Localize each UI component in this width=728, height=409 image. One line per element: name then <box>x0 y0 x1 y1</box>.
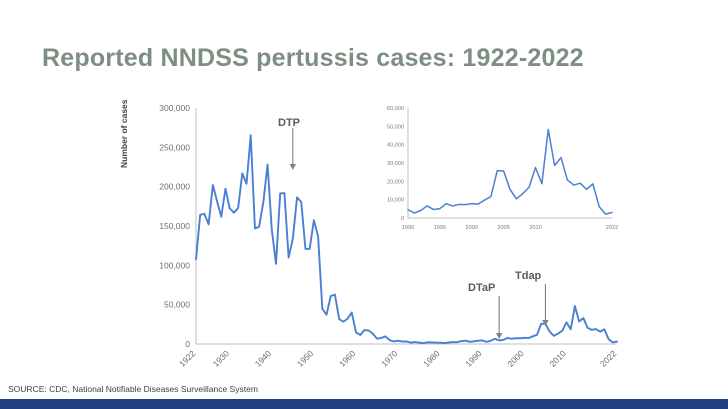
inset-x-tick-label: 1990 <box>402 225 414 231</box>
source-caption: SOURCE: CDC, National Notifiable Disease… <box>8 384 258 394</box>
inset-x-tick-label: 2005 <box>497 225 509 231</box>
x-tick-label: 1980 <box>421 348 442 369</box>
inset-x-tick-labels: 1990 1995 2000 2005 2010 2022 <box>402 225 618 231</box>
y-tick-label: 250,000 <box>159 142 190 152</box>
inset-x-tick-label: 2022 <box>606 225 618 231</box>
inset-y-tick-labels: 0 10,000 20,000 30,000 40,000 50,000 60,000 <box>387 106 404 222</box>
inset-x-tick-label: 2010 <box>529 225 541 231</box>
inset-y-tick-label: 40,000 <box>387 143 404 149</box>
y-tick-label: 100,000 <box>159 260 190 270</box>
x-tick-label: 1930 <box>211 348 232 369</box>
page-title: Reported NNDSS pertussis cases: 1922-202… <box>42 44 584 72</box>
x-tick-label: 1922 <box>177 348 198 369</box>
y-tick-label: 50,000 <box>164 300 190 310</box>
x-tick-label: 1990 <box>463 348 484 369</box>
annotation-label-tdap: Tdap <box>515 270 542 282</box>
main-data-series <box>195 134 618 345</box>
y-tick-label: 0 <box>185 339 190 349</box>
inset-y-tick-label: 30,000 <box>387 161 404 167</box>
chart-container: 0 50,000 100,000 150,000 200,000 250,000 300,0… <box>120 96 620 371</box>
inset-y-tick-label: 0 <box>401 216 404 222</box>
inset-chart: 0 10,000 20,000 30,000 40,000 50,000 60,000 19… <box>368 98 620 240</box>
arrow-dtap-head <box>495 333 503 339</box>
y-tick-label: 150,000 <box>159 221 190 231</box>
x-tick-label: 1940 <box>253 348 274 369</box>
inset-x-tick-label: 1995 <box>434 225 446 231</box>
inset-y-tick-label: 60,000 <box>387 106 404 112</box>
pertussis-line-chart: 0 50,000 100,000 150,000 200,000 250,000 300,0… <box>159 98 620 369</box>
main-x-tick-labels: 1922 1930 1940 1950 1960 1970 1980 1990 2000 2010… <box>177 348 619 369</box>
inset-y-tick-label: 10,000 <box>387 198 404 204</box>
x-tick-label: 1950 <box>295 348 316 369</box>
annotation-label-dtp: DTP <box>278 117 300 129</box>
inset-data-series <box>407 128 613 215</box>
main-y-tick-labels: 0 50,000 100,000 150,000 200,000 250,000 300,0… <box>159 103 190 349</box>
inset-y-tick-label: 50,000 <box>387 124 404 130</box>
main-axis-lines <box>195 108 617 345</box>
annotation-arrows <box>289 128 549 339</box>
x-tick-label: 1960 <box>337 348 358 369</box>
arrow-dtp-head <box>289 164 297 170</box>
footer-bar <box>0 399 728 409</box>
inset-y-tick-label: 20,000 <box>387 179 404 185</box>
x-tick-label: 1970 <box>379 348 400 369</box>
inset-background <box>368 98 620 240</box>
annotation-label-dtap: DTaP <box>468 282 496 294</box>
y-tick-label: 200,000 <box>159 182 190 192</box>
x-tick-label: 2022 <box>598 348 619 369</box>
y-tick-label: 300,000 <box>159 103 190 113</box>
inset-x-tick-label: 2000 <box>466 225 478 231</box>
x-tick-label: 2000 <box>505 348 526 369</box>
x-tick-label: 2010 <box>547 348 568 369</box>
arrow-tdap-head <box>542 320 549 326</box>
inset-axis-lines <box>407 108 612 219</box>
